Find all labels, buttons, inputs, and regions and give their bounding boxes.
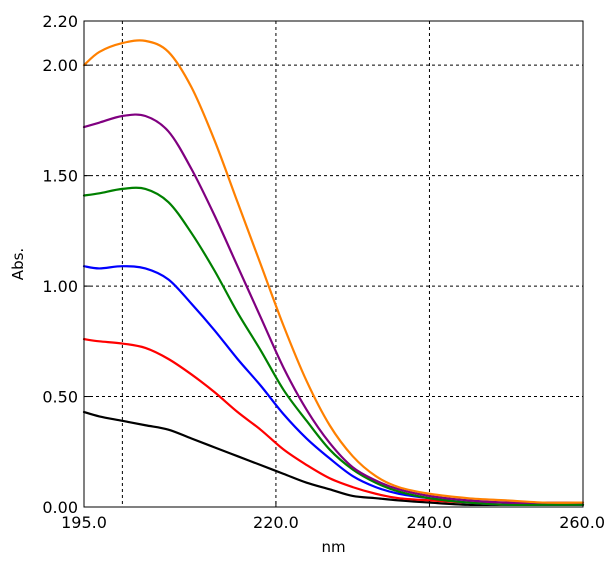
x-axis-label: nm xyxy=(321,538,345,556)
plot-frame xyxy=(83,20,584,508)
y-axis-ticks: 0.00 0.50 1.00 1.50 2.00 2.20 xyxy=(42,12,90,517)
y-tick-label: 0.50 xyxy=(42,388,78,407)
x-tick-label: 220.0 xyxy=(253,513,299,532)
series-line-4 xyxy=(82,186,585,507)
y-tick-label: 1.00 xyxy=(42,277,78,296)
x-tick-label: 195.0 xyxy=(61,513,107,532)
grid-lines xyxy=(84,21,583,507)
series-line-5 xyxy=(82,113,585,504)
y-tick-label: 0.00 xyxy=(42,498,78,517)
y-tick-label: 1.50 xyxy=(42,167,78,186)
y-tick-label: 2.20 xyxy=(42,12,78,31)
series-line-6 xyxy=(82,39,585,504)
y-axis-label: Abs. xyxy=(9,248,27,280)
data-series-group xyxy=(82,39,585,507)
x-axis-ticks: 195.0 220.0 240.0 260.0 xyxy=(61,501,605,532)
x-tick-label: 260.0 xyxy=(559,513,605,532)
series-line-1 xyxy=(82,410,585,507)
x-tick-label: 240.0 xyxy=(407,513,453,532)
y-tick-label: 2.00 xyxy=(42,56,78,75)
